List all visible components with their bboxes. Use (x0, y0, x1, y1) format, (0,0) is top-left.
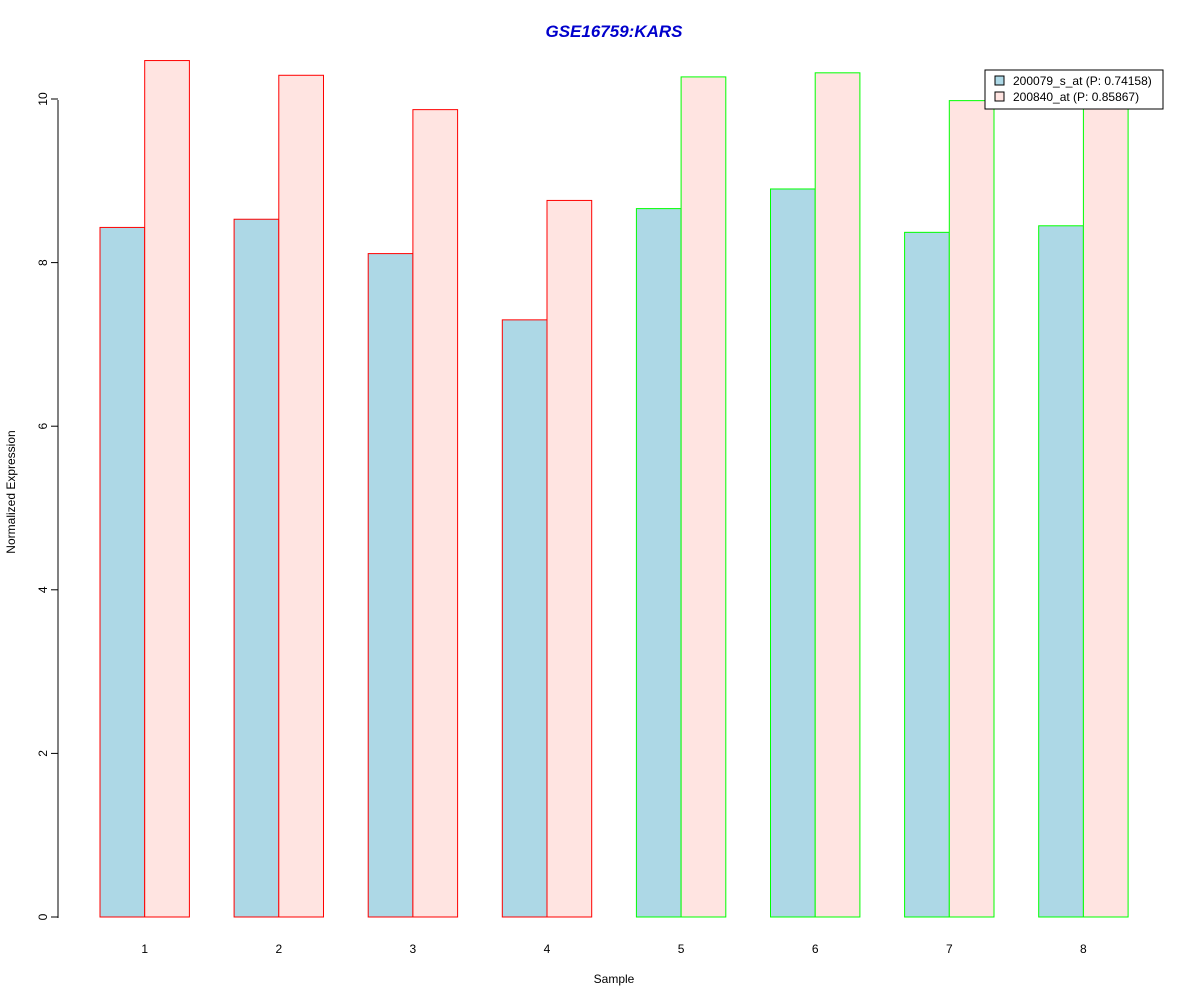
chart-title: GSE16759:KARS (545, 22, 683, 41)
x-axis-title: Sample (594, 972, 635, 986)
bar-series-2-sample-6 (814, 72, 861, 918)
legend-label-series-1: 200079_s_at (P: 0.74158) (1013, 74, 1152, 88)
bar-series-2-sample-1 (144, 60, 190, 918)
x-tick-label: 5 (678, 942, 685, 956)
y-axis: 0 2 4 6 8 10 (36, 92, 58, 920)
bar-series-1-sample-1 (99, 226, 146, 918)
bar-series-2-sample-7 (948, 100, 995, 918)
y-tick-label: 2 (36, 750, 50, 757)
y-tick-label: 8 (36, 259, 50, 266)
bar-series-2-sample-8 (1082, 104, 1129, 918)
bar-series-1-sample-6 (770, 188, 816, 918)
bar-series-2-sample-2 (278, 74, 324, 918)
legend-label-series-2: 200840_at (P: 0.85867) (1013, 90, 1139, 104)
y-axis-title: Normalized Expression (4, 430, 18, 553)
legend-swatch-series-2 (994, 91, 1005, 102)
legend-swatch-series-1 (994, 75, 1005, 86)
y-tick-label: 6 (36, 423, 50, 430)
x-tick-label: 8 (1080, 942, 1087, 956)
bar-series-1-sample-8 (1038, 225, 1084, 918)
x-tick-label: 2 (275, 942, 282, 956)
bar-series-1-sample-2 (233, 218, 280, 918)
bar-series-2-sample-4 (546, 199, 593, 918)
bar-series-1-sample-4 (501, 319, 548, 918)
bar-series-1-sample-3 (367, 253, 414, 918)
y-tick-label: 4 (36, 586, 50, 593)
y-tick-label: 10 (36, 92, 50, 106)
bar-series-1-sample-7 (904, 231, 950, 918)
x-axis-labels: 1 2 3 4 5 6 7 8 (141, 942, 1087, 956)
bar-series-2-sample-5 (680, 76, 727, 918)
bar-series-2-sample-3 (412, 109, 459, 918)
x-tick-label: 3 (410, 942, 417, 956)
x-tick-label: 1 (141, 942, 148, 956)
x-tick-label: 4 (544, 942, 551, 956)
bar-series-1-sample-5 (635, 208, 682, 918)
y-tick-label: 0 (36, 913, 50, 920)
x-tick-label: 7 (946, 942, 953, 956)
legend: 200079_s_at (P: 0.74158) 200840_at (P: 0… (984, 69, 1164, 110)
x-tick-label: 6 (812, 942, 819, 956)
legend-box (984, 69, 1164, 110)
bars-layer (99, 60, 1129, 918)
